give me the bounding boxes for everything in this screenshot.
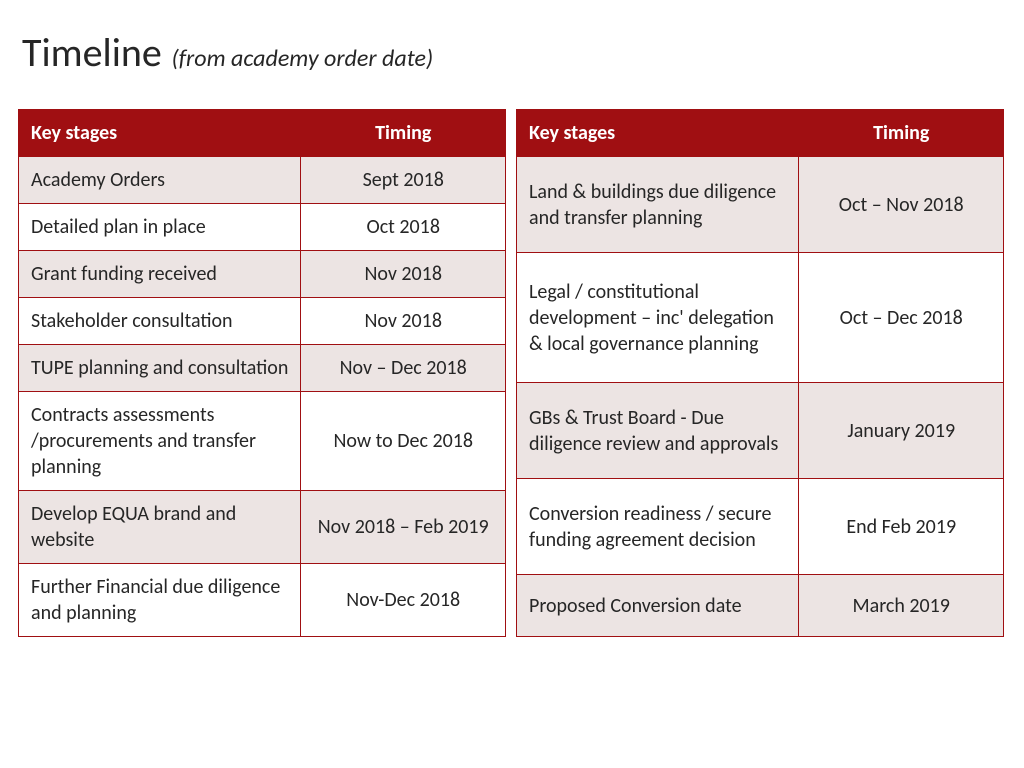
page-title-row: Timeline (from academy order date) <box>18 28 1006 77</box>
cell-stage: Legal / constitutional development – inc… <box>517 253 799 383</box>
cell-timing: Sept 2018 <box>301 157 506 204</box>
table-row: Academy Orders Sept 2018 <box>19 157 506 204</box>
cell-timing: Oct 2018 <box>301 204 506 251</box>
cell-stage: Stakeholder consultation <box>19 298 301 345</box>
cell-stage: Further Financial due diligence and plan… <box>19 564 301 637</box>
cell-timing: January 2019 <box>799 383 1004 479</box>
cell-stage: Detailed plan in place <box>19 204 301 251</box>
cell-timing: Oct – Nov 2018 <box>799 157 1004 253</box>
cell-stage: Grant funding received <box>19 251 301 298</box>
cell-timing: Nov – Dec 2018 <box>301 345 506 392</box>
cell-stage: Conversion readiness / secure funding ag… <box>517 479 799 575</box>
table-row: Stakeholder consultation Nov 2018 <box>19 298 506 345</box>
page-title: Timeline <box>22 28 162 77</box>
cell-stage: TUPE planning and consultation <box>19 345 301 392</box>
cell-stage: Contracts assessments /procurements and … <box>19 392 301 491</box>
page-subtitle: (from academy order date) <box>171 44 433 73</box>
header-timing: Timing <box>301 110 506 157</box>
cell-timing: End Feb 2019 <box>799 479 1004 575</box>
header-stages: Key stages <box>517 110 799 157</box>
timeline-table-right: Key stages Timing Land & buildings due d… <box>516 109 1004 637</box>
table-row: Grant funding received Nov 2018 <box>19 251 506 298</box>
table-header-row: Key stages Timing <box>19 110 506 157</box>
cell-timing: Nov 2018 <box>301 251 506 298</box>
table-row: Conversion readiness / secure funding ag… <box>517 479 1004 575</box>
cell-stage: Develop EQUA brand and website <box>19 491 301 564</box>
cell-timing: March 2019 <box>799 575 1004 637</box>
table-row: TUPE planning and consultation Nov – Dec… <box>19 345 506 392</box>
table-header-row: Key stages Timing <box>517 110 1004 157</box>
cell-stage: Proposed Conversion date <box>517 575 799 637</box>
header-stages: Key stages <box>19 110 301 157</box>
cell-timing: Nov 2018 – Feb 2019 <box>301 491 506 564</box>
cell-stage: Academy Orders <box>19 157 301 204</box>
table-row: Contracts assessments /procurements and … <box>19 392 506 491</box>
table-row: Detailed plan in place Oct 2018 <box>19 204 506 251</box>
cell-stage: GBs & Trust Board - Due diligence review… <box>517 383 799 479</box>
cell-timing: Nov 2018 <box>301 298 506 345</box>
timeline-table-left: Key stages Timing Academy Orders Sept 20… <box>18 109 506 637</box>
tables-container: Key stages Timing Academy Orders Sept 20… <box>18 109 1006 637</box>
table-row: Proposed Conversion date March 2019 <box>517 575 1004 637</box>
table-row: Develop EQUA brand and website Nov 2018 … <box>19 491 506 564</box>
header-timing: Timing <box>799 110 1004 157</box>
table-row: Legal / constitutional development – inc… <box>517 253 1004 383</box>
table-row: GBs & Trust Board - Due diligence review… <box>517 383 1004 479</box>
cell-timing: Now to Dec 2018 <box>301 392 506 491</box>
cell-stage: Land & buildings due diligence and trans… <box>517 157 799 253</box>
cell-timing: Oct – Dec 2018 <box>799 253 1004 383</box>
cell-timing: Nov-Dec 2018 <box>301 564 506 637</box>
table-row: Land & buildings due diligence and trans… <box>517 157 1004 253</box>
table-row: Further Financial due diligence and plan… <box>19 564 506 637</box>
